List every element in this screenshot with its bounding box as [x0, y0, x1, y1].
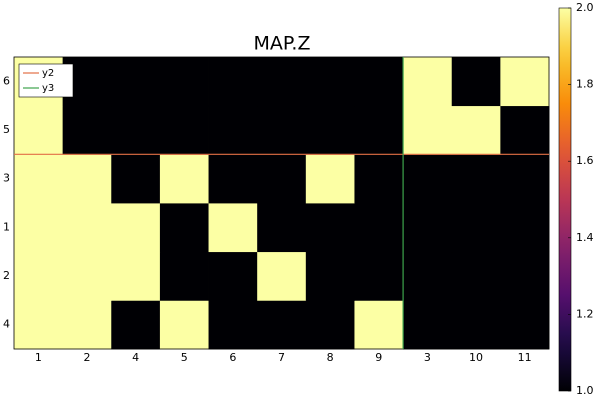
x-tick-label: 7: [278, 351, 285, 364]
heatmap-cell: [159, 203, 209, 253]
heatmap-cell: [257, 203, 307, 253]
colorbar-tick-label: 1.6: [576, 154, 594, 167]
heatmap-cell: [257, 154, 307, 204]
heatmap-cell: [305, 203, 355, 253]
heatmap-cell: [208, 105, 258, 155]
heatmap-cell: [159, 57, 209, 107]
heatmap-cell: [208, 300, 258, 350]
heatmap-cell: [500, 251, 550, 301]
y-tick-label: 1: [3, 220, 10, 233]
heatmap-cell: [111, 154, 161, 204]
heatmap-cell: [403, 251, 453, 301]
heatmap-cell: [62, 300, 112, 350]
x-tick-label: 5: [181, 351, 188, 364]
heatmap-cell: [354, 154, 404, 204]
heatmap-cell: [111, 57, 161, 107]
heatmap-cell: [111, 300, 161, 350]
heatmap-cell: [500, 105, 550, 155]
heatmap-cell: [500, 300, 550, 350]
heatmap-cell: [451, 105, 501, 155]
legend-label: y3: [42, 83, 54, 94]
x-tick-label: 3: [424, 351, 431, 364]
heatmap-cell: [354, 251, 404, 301]
heatmap-cell: [159, 300, 209, 350]
x-tick-label: 2: [83, 351, 90, 364]
x-tick-label: 11: [518, 351, 532, 364]
heatmap-cell: [257, 300, 307, 350]
heatmap-cell: [354, 203, 404, 253]
legend-box: [18, 63, 74, 98]
heatmap-cell: [208, 251, 258, 301]
heatmap-cell: [354, 105, 404, 155]
heatmap-cell: [111, 251, 161, 301]
heatmap-cell: [62, 105, 112, 155]
heatmap-cell: [403, 300, 453, 350]
x-tick-label: 6: [229, 351, 236, 364]
x-tick-label: 9: [375, 351, 382, 364]
heatmap-cell: [305, 251, 355, 301]
heatmap-cell: [14, 251, 64, 301]
heatmap-cell: [451, 300, 501, 350]
heatmap-cell: [14, 203, 64, 253]
heatmap-cell: [62, 203, 112, 253]
heatmap-cell: [403, 57, 453, 107]
heatmap-cell: [62, 154, 112, 204]
x-tick-label: 10: [469, 351, 483, 364]
heatmap-cell: [159, 154, 209, 204]
heatmap-cell: [500, 203, 550, 253]
heatmap-cell: [208, 57, 258, 107]
colorbar-tick-label: 1.0: [576, 384, 594, 397]
heatmap-cell: [403, 203, 453, 253]
heatmap-cell: [257, 57, 307, 107]
heatmap-cell: [208, 203, 258, 253]
legend-label: y2: [42, 68, 54, 79]
colorbar-frame: [558, 7, 572, 392]
y-tick-label: 5: [3, 123, 10, 136]
heatmap-cell: [451, 154, 501, 204]
heatmap-cell: [14, 300, 64, 350]
heatmap-cell: [500, 154, 550, 204]
heatmap-cell: [111, 105, 161, 155]
colorbar-tick-label: 1.8: [576, 78, 594, 91]
colorbar-tick-label: 2.0: [576, 1, 594, 14]
y-tick-label: 2: [3, 269, 10, 282]
heatmap-cell: [14, 154, 64, 204]
heatmap-cell: [305, 105, 355, 155]
heatmap-cell: [14, 105, 64, 155]
colorbar-tick-label: 1.2: [576, 307, 594, 320]
heatmap-cell: [305, 300, 355, 350]
y-tick-label: 6: [3, 74, 10, 87]
heatmap-cell: [305, 57, 355, 107]
y-tick-label: 3: [3, 172, 10, 185]
colorbar-tick-label: 1.4: [576, 231, 594, 244]
heatmap-cell: [111, 203, 161, 253]
heatmap-cell: [257, 251, 307, 301]
heatmap-cell: [354, 300, 404, 350]
heatmap-cell: [403, 154, 453, 204]
heatmap-cell: [354, 57, 404, 107]
y-tick-label: 4: [3, 318, 10, 331]
heatmap-cell: [305, 154, 355, 204]
colorbar: [559, 8, 571, 391]
heatmap-cell: [451, 203, 501, 253]
x-tick-label: 8: [327, 351, 334, 364]
chart-title: MAP.Z: [254, 33, 311, 55]
heatmap-cell: [159, 105, 209, 155]
heatmap-cell: [159, 251, 209, 301]
heatmap-cell: [208, 154, 258, 204]
x-tick-label: 4: [132, 351, 139, 364]
heatmap-cell: [257, 105, 307, 155]
heatmap-cell: [62, 251, 112, 301]
heatmap-cell: [403, 105, 453, 155]
plot-frame: [13, 56, 550, 350]
heatmap-cell: [500, 57, 550, 107]
x-tick-label: 1: [35, 351, 42, 364]
heatmap-cell: [451, 57, 501, 107]
heatmap-cell: [451, 251, 501, 301]
